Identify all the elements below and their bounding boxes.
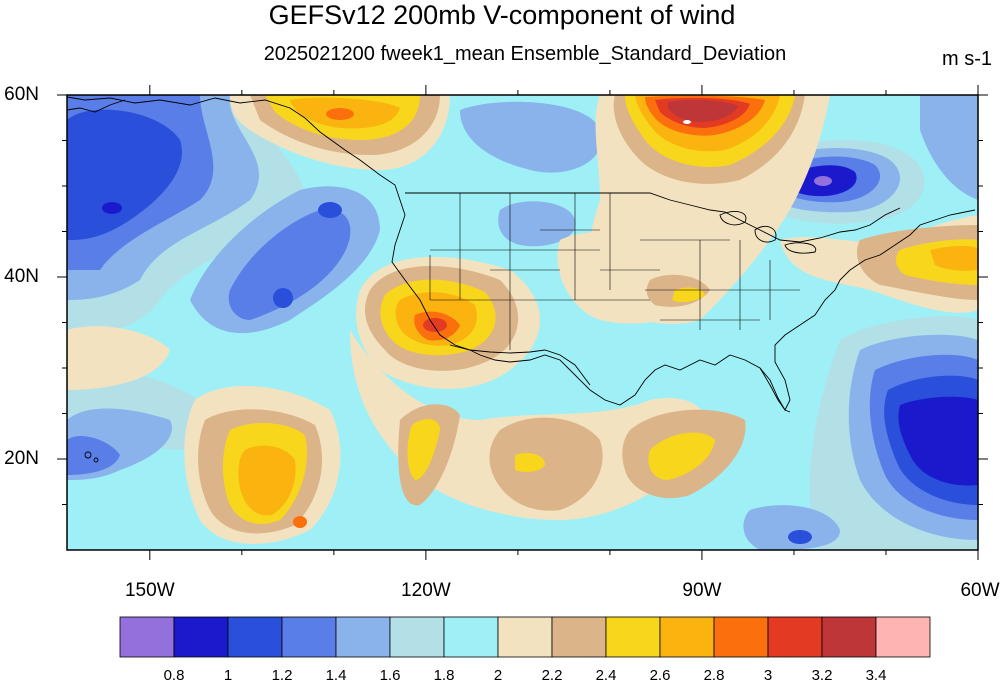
colorbar-tick-label: 2.8 xyxy=(703,667,725,684)
chart-title: GEFSv12 200mb V-component of wind xyxy=(268,0,736,30)
colorbar-tick-label: 1 xyxy=(223,667,233,684)
colorbar-swatch xyxy=(497,616,553,658)
us-state-lines xyxy=(429,193,800,350)
hawaii-islands-2 xyxy=(93,457,99,463)
lon-label-120W: 120W xyxy=(401,580,451,601)
colorbar-swatch xyxy=(443,616,499,658)
colorbar xyxy=(119,616,931,658)
colorbar-tick-label: 2.4 xyxy=(595,667,617,684)
us-mexico-border xyxy=(449,344,591,386)
lon-label-150W: 150W xyxy=(124,580,175,601)
colorbar-swatch xyxy=(875,616,931,658)
colorbar-swatch xyxy=(605,616,661,658)
atlantic-low-region xyxy=(743,316,978,550)
axis-ticks xyxy=(57,85,988,560)
colorbar-swatch xyxy=(335,616,391,658)
pacific-low-region xyxy=(67,95,602,480)
north-america-coastline xyxy=(66,96,976,411)
florida xyxy=(759,367,791,413)
colorbar-tick-label: 0.8 xyxy=(163,667,185,684)
lat-label-20N: 20N xyxy=(4,448,39,469)
colorbar-tick-label: 3.4 xyxy=(865,667,887,684)
colorbar-tick-label: 1.2 xyxy=(271,667,293,684)
units-label: m s-1 xyxy=(942,48,992,70)
colorbar-swatch xyxy=(713,616,769,658)
colorbar-swatch xyxy=(767,616,823,658)
colorbar-tick-label: 3.2 xyxy=(811,667,833,684)
us-canada-border xyxy=(405,192,901,243)
colorbar-tick-label: 3 xyxy=(763,667,773,684)
colorbar-swatch xyxy=(119,616,175,658)
lat-label-60N: 60N xyxy=(4,84,39,105)
colorbar-tick-label: 1.4 xyxy=(325,667,347,684)
colorbar-swatch xyxy=(659,616,715,658)
great-lakes xyxy=(719,211,817,254)
alaska-coastline xyxy=(66,99,126,113)
lon-label-90W: 90W xyxy=(682,580,722,601)
colorbar-tick-label: 1.8 xyxy=(433,667,455,684)
chart-subtitle: 2025021200 fweek1_mean Ensemble_Standard… xyxy=(263,43,787,65)
colorbar-swatch xyxy=(281,616,337,658)
geographic-outlines xyxy=(66,96,976,463)
colorbar-swatch xyxy=(821,616,877,658)
colorbar-swatch xyxy=(173,616,229,658)
colorbar-swatch xyxy=(227,616,283,658)
colorbar-swatch xyxy=(389,616,445,658)
colorbar-tick-label: 2.6 xyxy=(649,667,671,684)
colorbar-tick-label: 2 xyxy=(493,667,503,684)
hawaii-islands xyxy=(84,451,92,459)
lat-label-40N: 40N xyxy=(4,266,39,287)
colorbar-tick-label: 2.2 xyxy=(541,667,563,684)
peak-region xyxy=(668,99,738,124)
colorbar-tick-label: 1.6 xyxy=(379,667,401,684)
contour-field xyxy=(67,95,978,550)
colorbar-swatch xyxy=(551,616,607,658)
lon-label-60W: 60W xyxy=(960,580,1000,601)
